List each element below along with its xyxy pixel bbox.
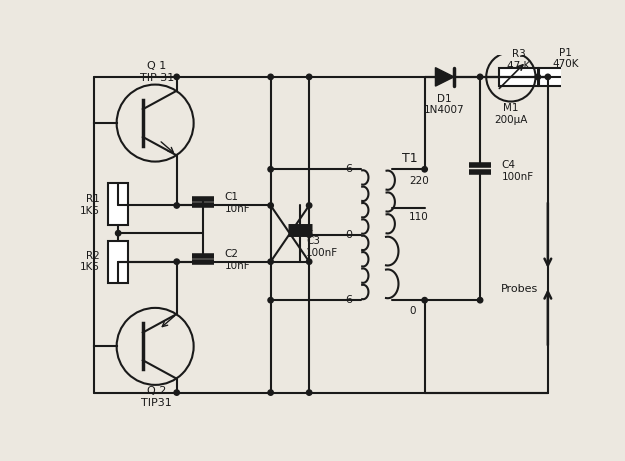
Text: C1
10nF: C1 10nF bbox=[224, 192, 250, 214]
Circle shape bbox=[478, 297, 482, 303]
FancyBboxPatch shape bbox=[499, 68, 538, 86]
FancyBboxPatch shape bbox=[539, 68, 592, 86]
Circle shape bbox=[174, 259, 179, 264]
Circle shape bbox=[545, 74, 551, 80]
Circle shape bbox=[174, 74, 179, 80]
Circle shape bbox=[174, 203, 179, 208]
Circle shape bbox=[535, 74, 541, 80]
Circle shape bbox=[268, 390, 273, 395]
Circle shape bbox=[174, 390, 179, 395]
Text: 110: 110 bbox=[409, 212, 429, 222]
Text: C2
10nF: C2 10nF bbox=[224, 249, 250, 271]
Circle shape bbox=[478, 74, 482, 80]
Text: R2
1K5: R2 1K5 bbox=[80, 251, 100, 272]
Circle shape bbox=[306, 259, 312, 264]
Text: M1
200μA: M1 200μA bbox=[494, 103, 528, 124]
Circle shape bbox=[268, 74, 273, 80]
Circle shape bbox=[268, 166, 273, 172]
Circle shape bbox=[268, 203, 273, 208]
Text: R3
47 K: R3 47 K bbox=[507, 49, 530, 71]
Circle shape bbox=[422, 297, 428, 303]
Circle shape bbox=[306, 390, 312, 395]
Text: R1
1K5: R1 1K5 bbox=[80, 194, 100, 215]
Circle shape bbox=[306, 232, 312, 237]
Text: D1
1N4007: D1 1N4007 bbox=[424, 94, 464, 115]
Text: C4
100nF: C4 100nF bbox=[502, 160, 534, 182]
Text: 6: 6 bbox=[346, 164, 352, 174]
FancyBboxPatch shape bbox=[108, 241, 128, 283]
Text: Q 1
TIP 31: Q 1 TIP 31 bbox=[139, 61, 174, 83]
Text: C3
100nF: C3 100nF bbox=[306, 236, 338, 258]
Text: T1: T1 bbox=[401, 152, 417, 165]
Text: P1
470K: P1 470K bbox=[552, 47, 579, 69]
Polygon shape bbox=[436, 68, 454, 86]
Circle shape bbox=[422, 166, 428, 172]
Circle shape bbox=[306, 74, 312, 80]
Circle shape bbox=[306, 203, 312, 208]
Text: Q 2
TIP31: Q 2 TIP31 bbox=[141, 386, 172, 408]
Text: Probes: Probes bbox=[501, 284, 539, 295]
Text: 6: 6 bbox=[346, 295, 352, 305]
Circle shape bbox=[268, 259, 273, 264]
Text: 0: 0 bbox=[346, 230, 352, 240]
Text: 220: 220 bbox=[409, 176, 429, 186]
Text: 0: 0 bbox=[409, 306, 416, 316]
FancyBboxPatch shape bbox=[108, 183, 128, 225]
Circle shape bbox=[116, 230, 121, 236]
Circle shape bbox=[268, 297, 273, 303]
